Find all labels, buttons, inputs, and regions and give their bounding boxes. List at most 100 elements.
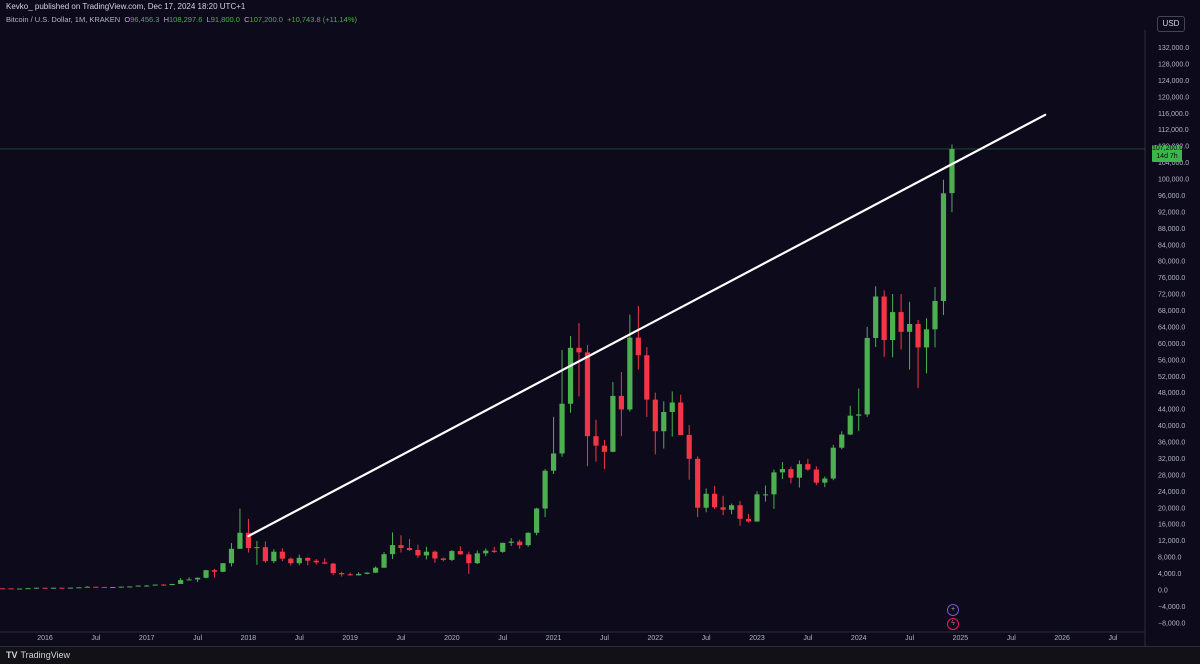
y-tick-label: 28,000.0 — [1158, 472, 1185, 479]
y-tick-label: 132,000.0 — [1158, 45, 1189, 52]
candle-body — [93, 586, 99, 588]
candle-body — [576, 347, 582, 353]
candle-body — [262, 547, 268, 562]
candle-body — [796, 464, 802, 478]
candle-body — [228, 548, 235, 564]
y-tick-label: 40,000.0 — [1158, 423, 1185, 430]
plus-circle-icon[interactable]: + — [947, 604, 959, 616]
x-tick-label: Jul — [803, 635, 812, 642]
candle-body — [584, 352, 591, 437]
y-tick-label: 4,000.0 — [1158, 571, 1181, 578]
candle-body — [42, 587, 48, 589]
candle-body — [347, 574, 353, 576]
close-label: C — [244, 15, 250, 24]
candle-body — [67, 587, 74, 589]
candle-body — [737, 505, 743, 519]
high-value: 108,297.6 — [169, 15, 203, 24]
candle-body — [118, 586, 124, 588]
y-tick-label: −4,000.0 — [1158, 604, 1186, 611]
x-tick-label: 2017 — [139, 635, 155, 642]
candle-body — [822, 478, 828, 483]
candle-body — [830, 447, 836, 479]
candle-body — [881, 296, 887, 341]
candle-body — [898, 312, 904, 332]
candle-body — [550, 453, 557, 471]
candle-body — [813, 469, 819, 483]
candle-body — [839, 434, 845, 448]
x-tick-label: 2022 — [647, 635, 663, 642]
candle-body — [652, 399, 658, 432]
candle-body — [279, 551, 285, 559]
candle-body — [161, 584, 167, 586]
candle-body — [678, 402, 684, 435]
candle-body — [415, 550, 421, 556]
candle-body — [16, 588, 23, 590]
x-tick-label: Jul — [905, 635, 914, 642]
lightning-circle-icon[interactable]: ϟ — [947, 618, 959, 630]
candle-body — [25, 588, 31, 590]
candle-body — [754, 494, 760, 522]
x-tick-label: Jul — [397, 635, 406, 642]
x-tick-label: Jul — [600, 635, 609, 642]
candle-body — [466, 554, 472, 564]
y-tick-label: 104,000.0 — [1158, 160, 1189, 167]
y-tick-label: 116,000.0 — [1158, 111, 1189, 118]
candle-body — [559, 403, 565, 454]
candle-body — [135, 585, 141, 587]
y-tick-label: 44,000.0 — [1158, 407, 1185, 414]
candle-body — [203, 570, 209, 578]
x-tick-label: Jul — [295, 635, 304, 642]
candle-body — [152, 584, 158, 586]
y-tick-label: 92,000.0 — [1158, 209, 1185, 216]
y-tick-label: 72,000.0 — [1158, 292, 1185, 299]
price-chart[interactable]: −8,000.0 −4,000.0 0.0 4,000.0 8,000.0 12,000.… — [0, 0, 1200, 646]
candle-body — [779, 469, 786, 473]
candle-body — [0, 588, 6, 590]
candle-body — [8, 588, 14, 590]
candle-body — [330, 563, 336, 574]
last-price-countdown: 14d 7h — [1156, 153, 1178, 160]
candle-body — [245, 532, 252, 548]
candle-body — [915, 324, 921, 348]
candle-body — [906, 324, 913, 332]
x-tick-label: 2020 — [444, 635, 460, 642]
currency-button[interactable]: USD — [1157, 16, 1185, 32]
y-tick-label: 124,000.0 — [1158, 78, 1189, 85]
candle-body — [940, 193, 947, 301]
y-tick-label: 112,000.0 — [1158, 127, 1189, 134]
candle-body — [847, 415, 853, 435]
y-tick-label: 88,000.0 — [1158, 226, 1185, 233]
y-tick-label: 128,000.0 — [1158, 61, 1189, 68]
candle-body — [923, 329, 930, 348]
candle-body — [627, 337, 633, 410]
y-tick-label: 84,000.0 — [1158, 242, 1185, 249]
candle-body — [372, 567, 379, 573]
candle-body — [288, 558, 294, 564]
y-tick-label: 64,000.0 — [1158, 324, 1185, 331]
candle-body — [110, 586, 116, 588]
open-label: O — [124, 15, 131, 24]
candle-body — [720, 507, 726, 510]
candle-body — [669, 402, 675, 412]
candle-body — [33, 587, 40, 589]
y-tick-label: 80,000.0 — [1158, 259, 1185, 266]
candle-body — [856, 414, 862, 416]
x-tick-label: 2016 — [37, 635, 53, 642]
y-tick-label: 68,000.0 — [1158, 308, 1185, 315]
x-tick-label: Jul — [91, 635, 100, 642]
candle-body — [457, 551, 463, 555]
publisher-info: Kevko_ published on TradingView.com, Dec… — [6, 2, 246, 11]
trendline — [247, 113, 1047, 538]
y-tick-label: 56,000.0 — [1158, 357, 1185, 364]
y-tick-label: −8,000.0 — [1158, 620, 1186, 627]
candle-body — [661, 411, 667, 432]
tradingview-logo-icon: TV — [6, 650, 18, 660]
tradingview-logo[interactable]: TV TradingView — [6, 650, 70, 660]
x-tick-label: Jul — [193, 635, 202, 642]
candle-body — [703, 493, 709, 508]
candle-body — [644, 355, 650, 400]
x-tick-label: 2018 — [241, 635, 257, 642]
candle-body — [127, 586, 133, 588]
change-value: +10,743.8 (+11.14%) — [287, 15, 357, 24]
x-tick-label: 2021 — [546, 635, 562, 642]
